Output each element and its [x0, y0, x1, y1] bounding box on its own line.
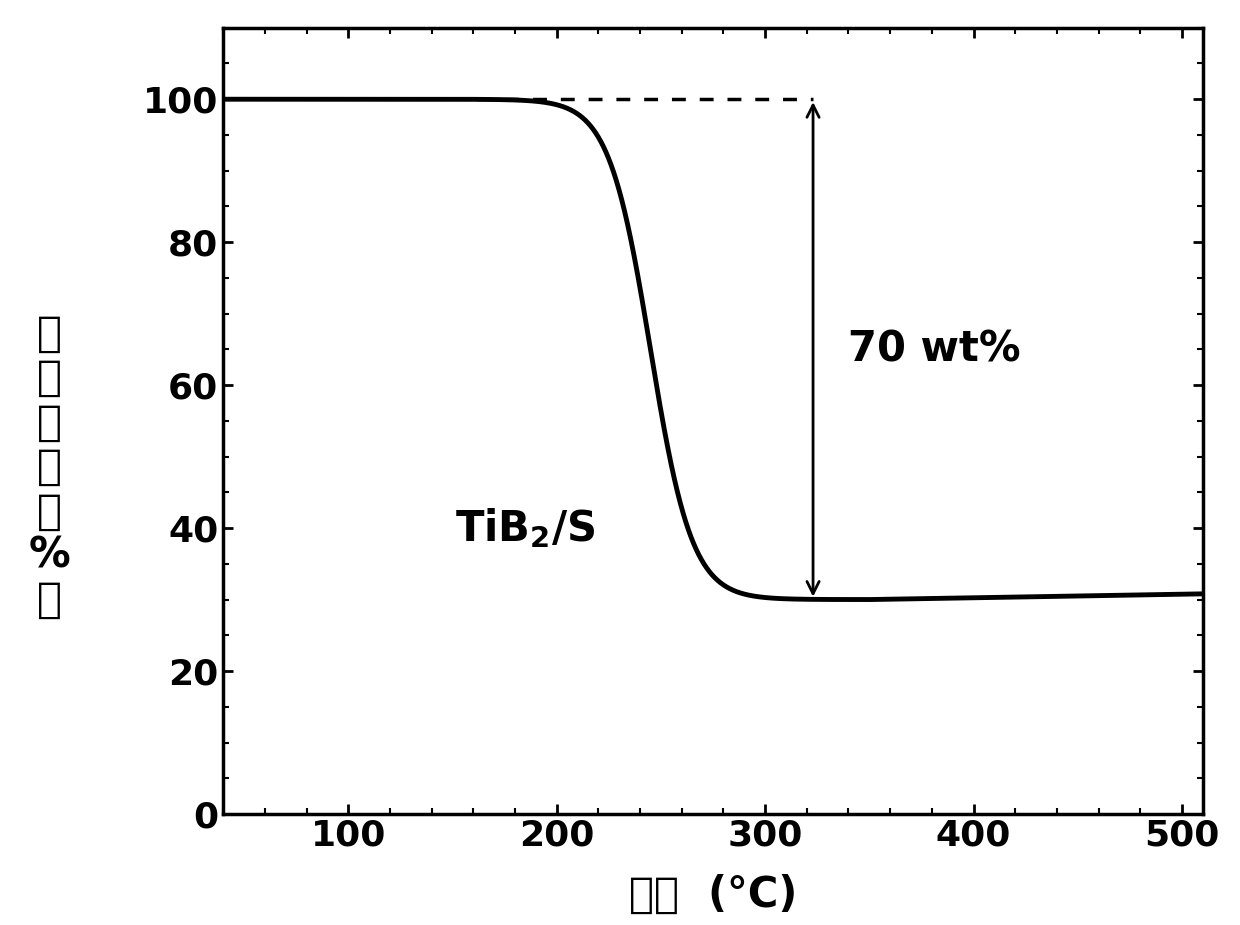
Text: ）: ） — [37, 579, 62, 622]
Text: $\mathbf{TiB_2/S}$: $\mathbf{TiB_2/S}$ — [455, 506, 595, 550]
Text: 70 wt%: 70 wt% — [848, 328, 1021, 370]
Text: （: （ — [37, 490, 62, 533]
Text: %: % — [29, 535, 71, 577]
Text: 分: 分 — [37, 401, 62, 444]
Text: 质: 质 — [37, 313, 62, 355]
Text: 数: 数 — [37, 446, 62, 488]
Text: 量: 量 — [37, 357, 62, 400]
X-axis label: 温度  (°C): 温度 (°C) — [629, 874, 797, 916]
